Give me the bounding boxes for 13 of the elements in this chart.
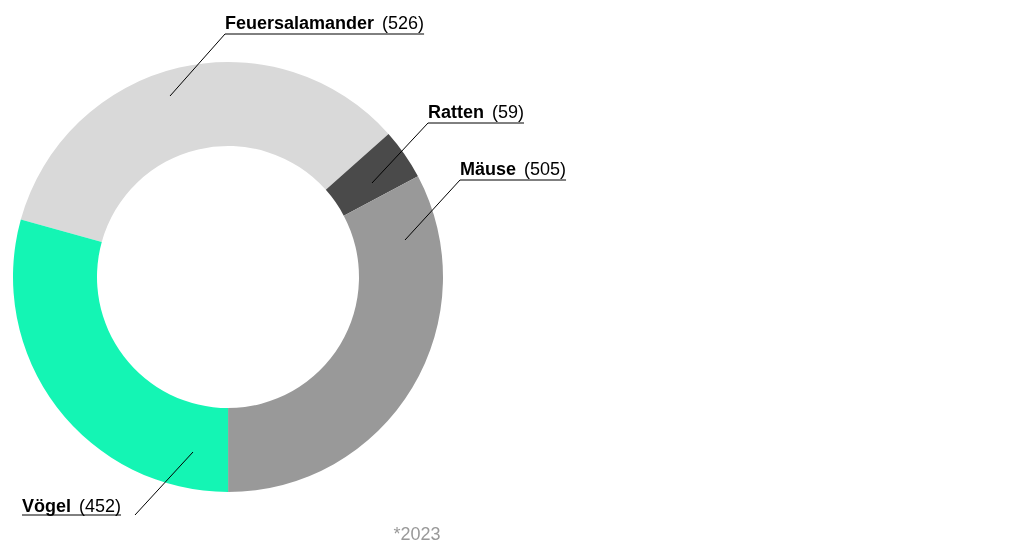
data-label: (505) xyxy=(524,159,567,179)
slice-label: Mäuse xyxy=(460,159,517,179)
slice-label: Feuersalamander xyxy=(225,13,375,33)
slice-label: Vögel xyxy=(22,496,72,516)
donut-slice xyxy=(228,176,443,492)
data-label: (452) xyxy=(79,496,122,516)
donut-slice xyxy=(13,219,229,492)
data-label: (526) xyxy=(382,13,425,33)
slice-label: Ratten xyxy=(428,102,485,122)
text: *2023 xyxy=(393,524,441,544)
donut-slice xyxy=(20,62,389,242)
donut-slice xyxy=(325,133,418,216)
data-label: (59) xyxy=(492,102,525,122)
